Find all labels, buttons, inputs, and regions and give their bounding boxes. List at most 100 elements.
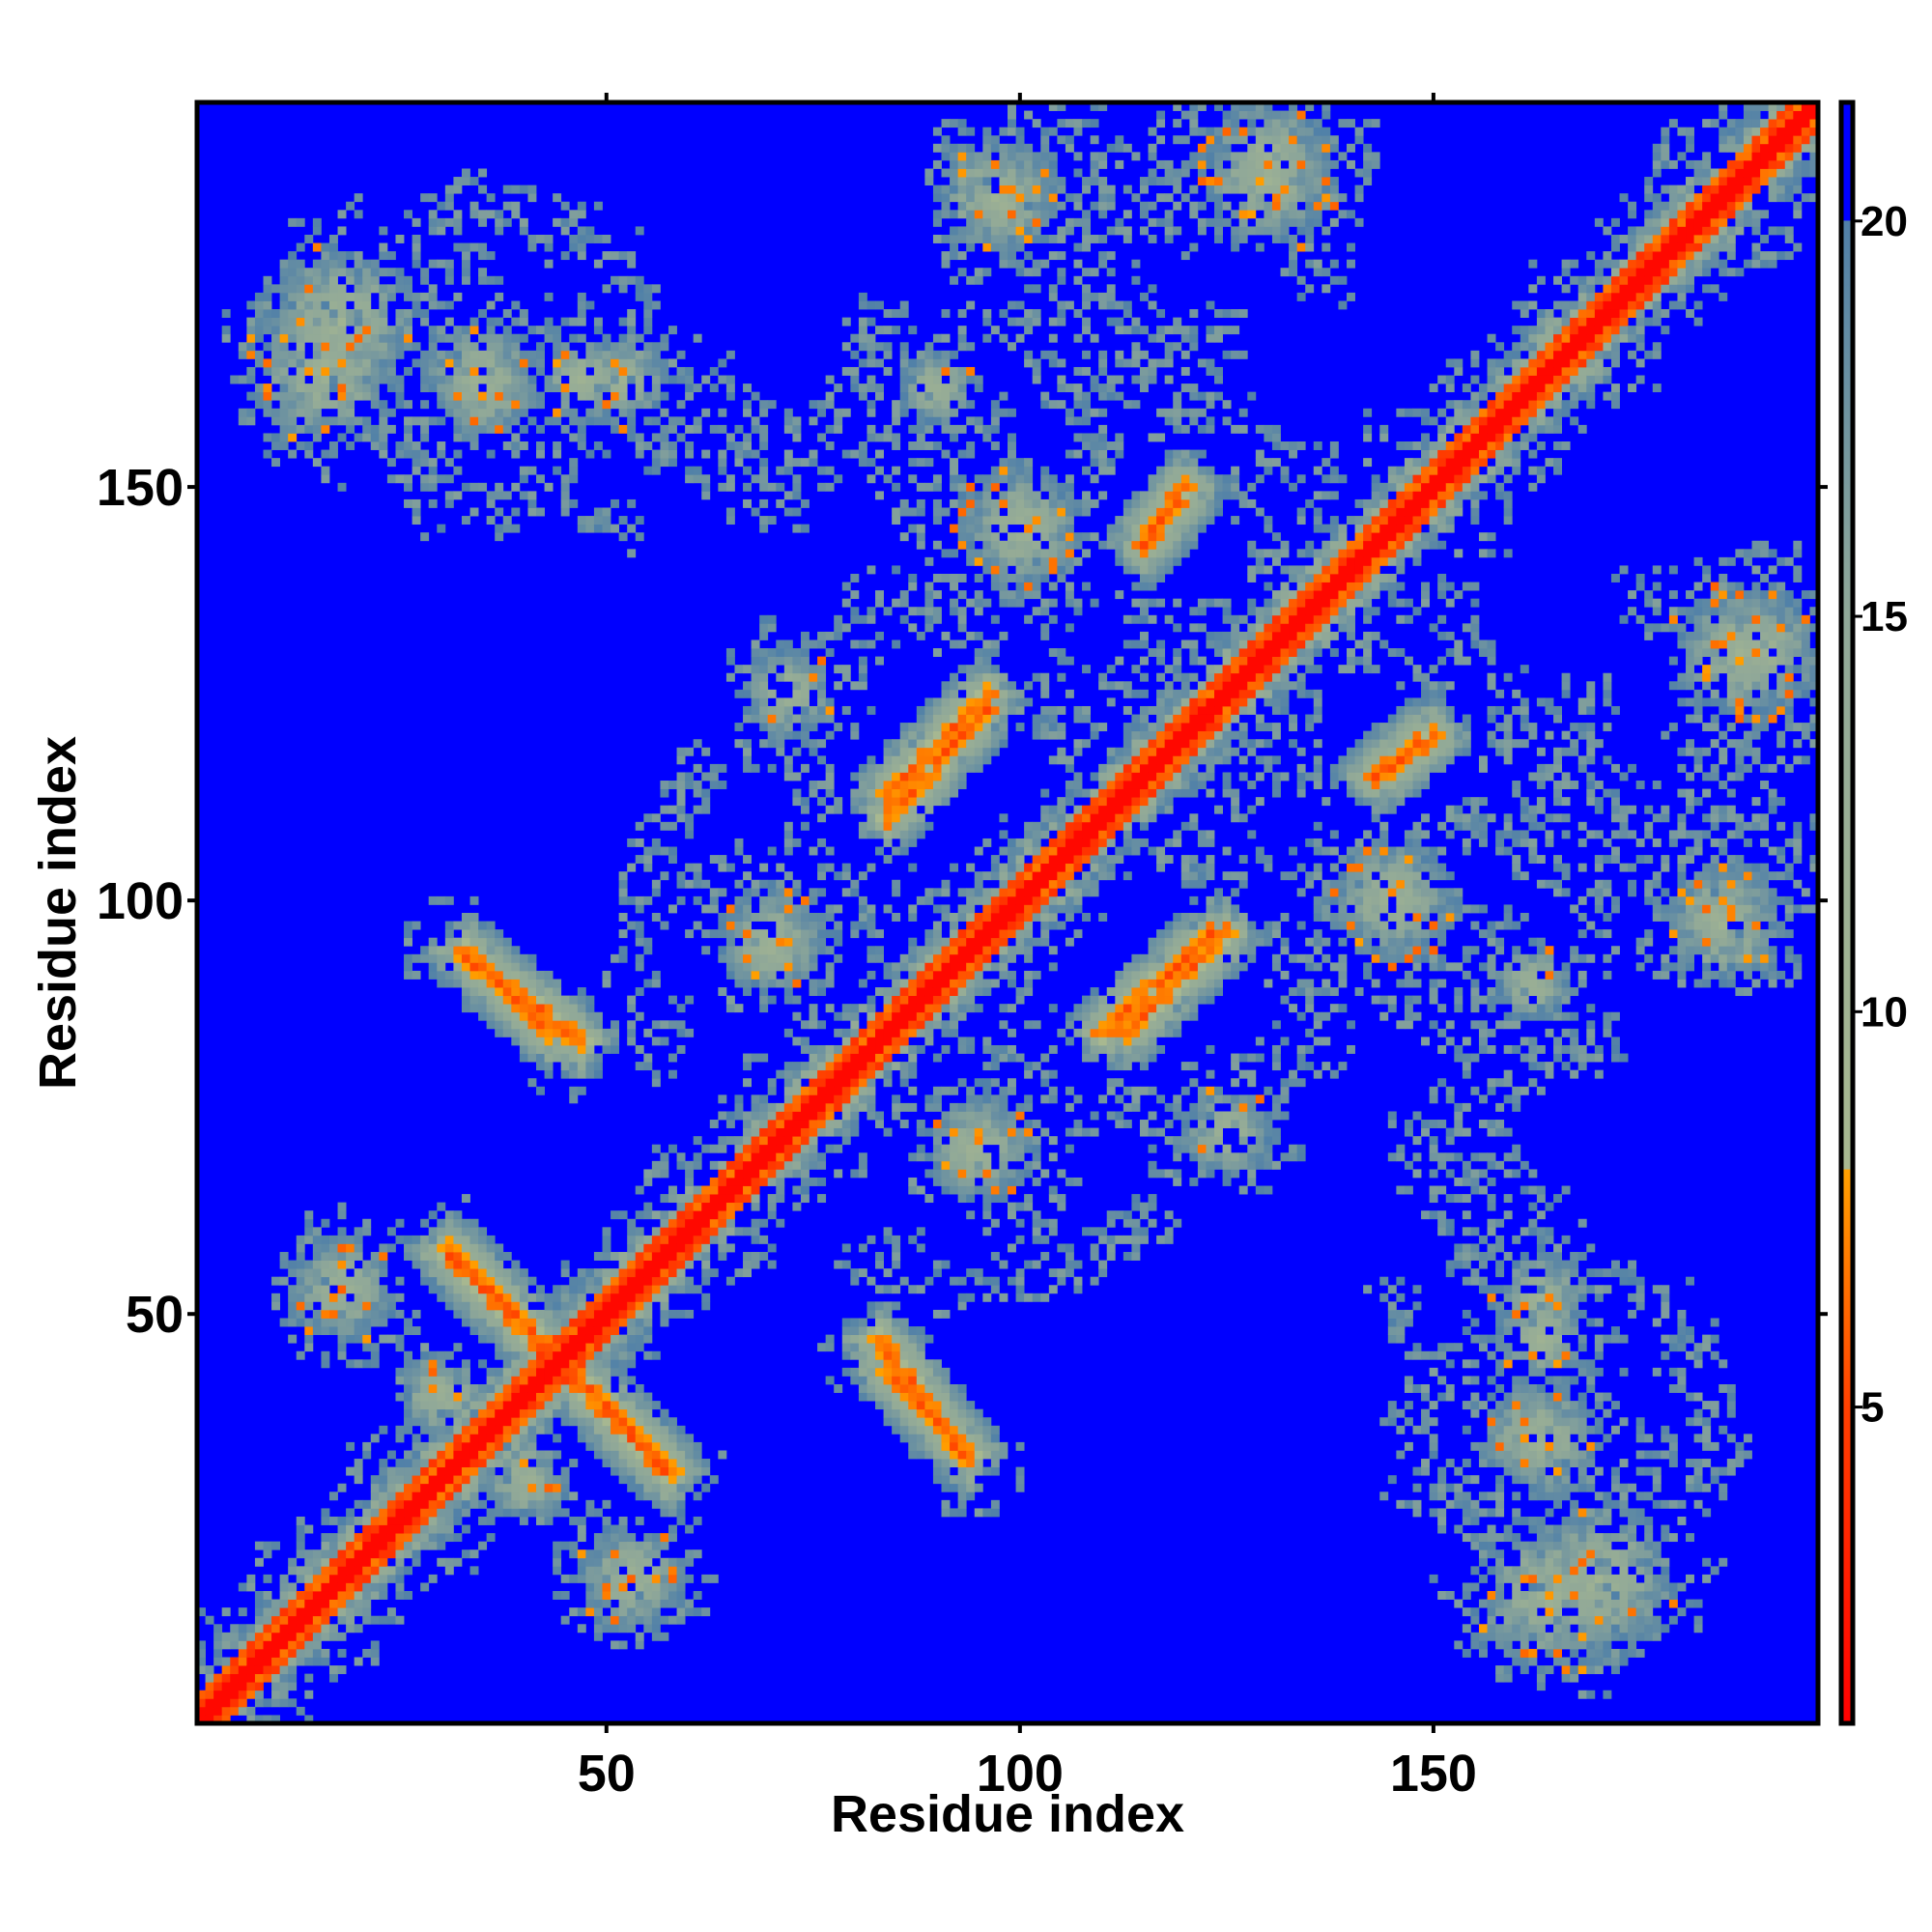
heatmap-cell <box>312 1243 322 1253</box>
heatmap-cell <box>950 1102 959 1112</box>
heatmap-cell <box>593 400 603 410</box>
heatmap-cell <box>800 1136 810 1146</box>
heatmap-cell <box>395 1343 405 1352</box>
heatmap-cell <box>850 614 860 624</box>
heatmap-cell <box>296 292 305 301</box>
heatmap-cell <box>453 1475 463 1485</box>
heatmap-cell <box>618 1524 628 1534</box>
heatmap-cell <box>817 714 827 724</box>
heatmap-cell <box>916 895 925 905</box>
heatmap-cell <box>841 1062 851 1071</box>
heatmap-cell <box>502 1318 512 1327</box>
heatmap-cell <box>966 549 976 558</box>
heatmap-cell <box>346 1359 355 1369</box>
heatmap-cell <box>453 350 463 359</box>
heatmap-cell <box>867 788 876 798</box>
heatmap-cell <box>611 1268 620 1278</box>
heatmap-cell <box>932 648 942 657</box>
heatmap-cell <box>759 498 769 508</box>
heatmap-cell <box>553 1318 562 1327</box>
heatmap-cell <box>941 391 951 401</box>
heatmap-cell <box>279 433 289 442</box>
heatmap-cell <box>428 1492 438 1501</box>
heatmap-cell <box>651 1285 661 1294</box>
heatmap-cell <box>635 275 644 285</box>
heatmap-cell <box>569 1053 579 1063</box>
heatmap-cell <box>519 391 528 401</box>
heatmap-cell <box>511 1367 521 1377</box>
heatmap-cell <box>809 672 818 682</box>
heatmap-cell <box>668 1425 677 1435</box>
heatmap-cell <box>502 1417 512 1427</box>
heatmap-cell <box>892 747 901 756</box>
heatmap-cell <box>553 1020 562 1030</box>
heatmap-cell <box>693 1227 702 1236</box>
heatmap-cell <box>469 1392 479 1402</box>
heatmap-cell <box>593 326 603 335</box>
heatmap-cell <box>751 705 760 715</box>
heatmap-cell <box>395 1367 405 1377</box>
heatmap-cell <box>718 987 727 997</box>
heatmap-cell <box>312 416 322 426</box>
heatmap-cell <box>792 416 802 426</box>
heatmap-cell <box>817 1020 827 1030</box>
heatmap-cell <box>221 1607 231 1617</box>
heatmap-cell <box>370 1260 380 1269</box>
heatmap-cell <box>469 1227 479 1236</box>
heatmap-cell <box>817 1177 827 1186</box>
heatmap-cell <box>950 251 959 261</box>
heatmap-cell <box>825 1078 835 1088</box>
heatmap-cell <box>834 631 843 640</box>
heatmap-cell <box>858 1383 867 1393</box>
heatmap-cell <box>296 326 305 335</box>
heatmap-cell <box>263 1574 272 1583</box>
heatmap-cell <box>743 1260 752 1269</box>
heatmap-cell <box>536 1475 545 1485</box>
heatmap-cell <box>850 788 860 798</box>
heatmap-cell <box>536 1401 545 1410</box>
heatmap-cell <box>593 1276 603 1286</box>
heatmap-cell <box>553 408 562 417</box>
heatmap-cell <box>602 1326 611 1336</box>
heatmap-cell <box>296 1524 305 1534</box>
heatmap-cell <box>950 524 959 533</box>
heatmap-cell <box>950 730 959 740</box>
heatmap-cell <box>346 400 355 410</box>
heatmap-cell <box>544 1326 554 1336</box>
heatmap-cell <box>585 1425 595 1435</box>
heatmap-cell <box>957 607 967 616</box>
heatmap-cell <box>809 888 818 897</box>
heatmap-cell <box>668 1441 677 1451</box>
heatmap-cell <box>809 1053 818 1063</box>
heatmap-cell <box>593 1268 603 1278</box>
heatmap-cell <box>370 1359 380 1369</box>
heatmap-cell <box>577 1434 586 1443</box>
heatmap-cell <box>593 524 603 533</box>
heatmap-cell <box>585 1591 595 1600</box>
heatmap-cell <box>511 1450 521 1460</box>
heatmap-cell <box>875 788 884 798</box>
heatmap-cell <box>379 1309 388 1319</box>
heatmap-cell <box>560 1004 570 1013</box>
heatmap-cell <box>892 482 901 492</box>
heatmap-cell <box>437 1533 446 1543</box>
heatmap-cell <box>809 681 818 691</box>
heatmap-cell <box>279 1673 289 1683</box>
heatmap-cell <box>437 441 446 450</box>
heatmap-cell <box>469 913 479 922</box>
heatmap-cell <box>701 879 711 889</box>
heatmap-cell <box>776 498 785 508</box>
heatmap-cell <box>867 1028 876 1037</box>
heatmap-cell <box>941 1441 951 1451</box>
heatmap-cell <box>957 913 967 922</box>
heatmap-cell <box>792 507 802 517</box>
heatmap-cell <box>792 946 802 955</box>
heatmap-cell <box>553 1508 562 1518</box>
heatmap-cell <box>867 763 876 773</box>
heatmap-cell <box>734 424 744 434</box>
heatmap-cell <box>370 1309 380 1319</box>
heatmap-cell <box>337 350 347 359</box>
heatmap-cell <box>553 1309 562 1319</box>
heatmap-cell <box>428 937 438 947</box>
heatmap-cell <box>858 458 867 468</box>
